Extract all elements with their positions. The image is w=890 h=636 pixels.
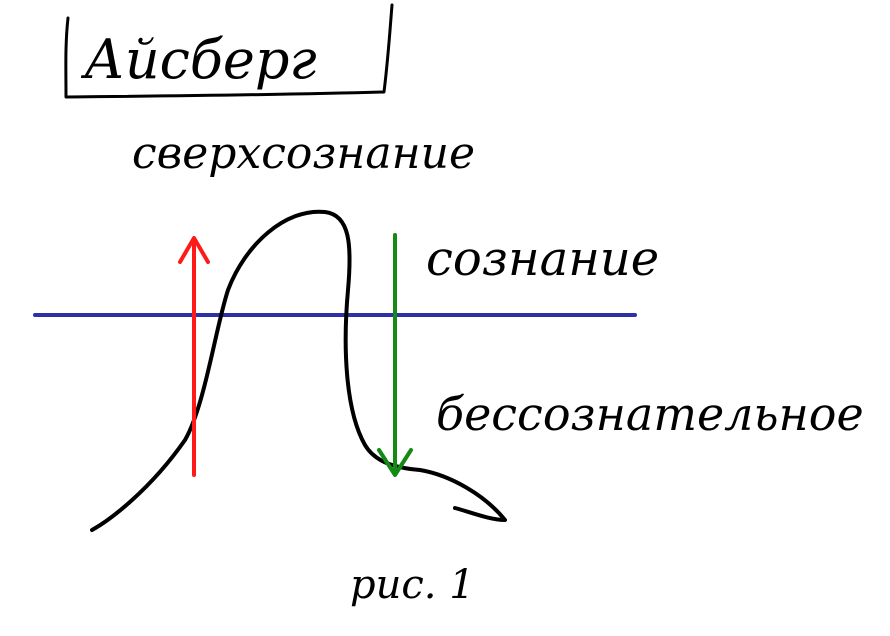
title-box bbox=[64, 3, 394, 99]
down-arrow bbox=[377, 233, 413, 477]
conscious-label: сознание bbox=[426, 231, 659, 287]
subtitle-text: сверхсознание bbox=[132, 128, 475, 179]
up-arrow bbox=[178, 236, 210, 477]
figure-caption: рис. 1 bbox=[350, 562, 475, 608]
title-text: Айсберг bbox=[80, 28, 317, 91]
unconscious-label: бессознательное bbox=[436, 387, 864, 441]
